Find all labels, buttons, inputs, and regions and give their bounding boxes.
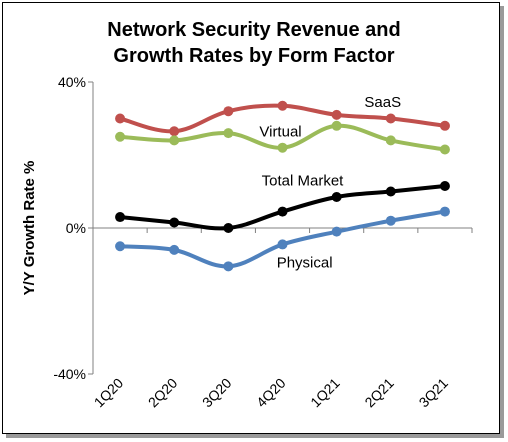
data-point-virtual xyxy=(331,120,342,131)
data-point-saas xyxy=(439,120,450,131)
data-point-physical xyxy=(331,226,342,237)
series-label-saas: SaaS xyxy=(364,94,401,111)
data-point-saas xyxy=(331,109,342,120)
chart-title-line-1: Network Security Revenue and xyxy=(107,19,400,41)
series-label-virtual: Virtual xyxy=(259,123,301,140)
x-tick-label: 4Q20 xyxy=(253,375,289,411)
data-point-physical xyxy=(169,244,180,255)
data-point-virtual xyxy=(277,142,288,153)
data-point-total-market xyxy=(439,181,450,192)
x-tick-label: 1Q21 xyxy=(307,375,343,411)
data-point-total-market xyxy=(277,206,288,217)
data-point-total-market xyxy=(385,186,396,197)
data-point-saas xyxy=(115,113,126,124)
data-point-physical xyxy=(439,206,450,217)
x-tick-label: 3Q20 xyxy=(199,375,235,411)
data-point-total-market xyxy=(169,217,180,228)
data-point-virtual xyxy=(385,135,396,146)
data-point-physical xyxy=(385,215,396,226)
data-point-virtual xyxy=(169,135,180,146)
data-point-saas xyxy=(223,106,234,117)
data-point-saas xyxy=(277,100,288,111)
x-tick-label: 3Q21 xyxy=(416,375,452,411)
x-tick-label: 1Q20 xyxy=(91,375,127,411)
data-point-saas xyxy=(169,126,180,137)
series-label-total-market: Total Market xyxy=(262,173,345,190)
data-point-physical xyxy=(277,239,288,250)
x-tick-label: 2Q21 xyxy=(361,375,397,411)
x-tick-label: 2Q20 xyxy=(145,375,181,411)
y-tick-label: 40% xyxy=(58,74,86,90)
data-point-physical xyxy=(223,261,234,272)
data-point-virtual xyxy=(223,128,234,139)
data-point-virtual xyxy=(439,144,450,155)
data-point-physical xyxy=(115,241,126,252)
data-point-virtual xyxy=(115,131,126,142)
data-point-saas xyxy=(385,113,396,124)
data-point-total-market xyxy=(115,212,126,223)
y-tick-label: -40% xyxy=(53,366,86,382)
data-point-total-market xyxy=(223,223,234,233)
series-label-physical: Physical xyxy=(277,255,333,272)
y-axis-label: Y/Y Growth Rate % xyxy=(21,161,38,296)
chart-title-line-2: Growth Rates by Form Factor xyxy=(113,45,394,67)
y-tick-label: 0% xyxy=(66,220,86,236)
data-point-total-market xyxy=(331,191,342,202)
